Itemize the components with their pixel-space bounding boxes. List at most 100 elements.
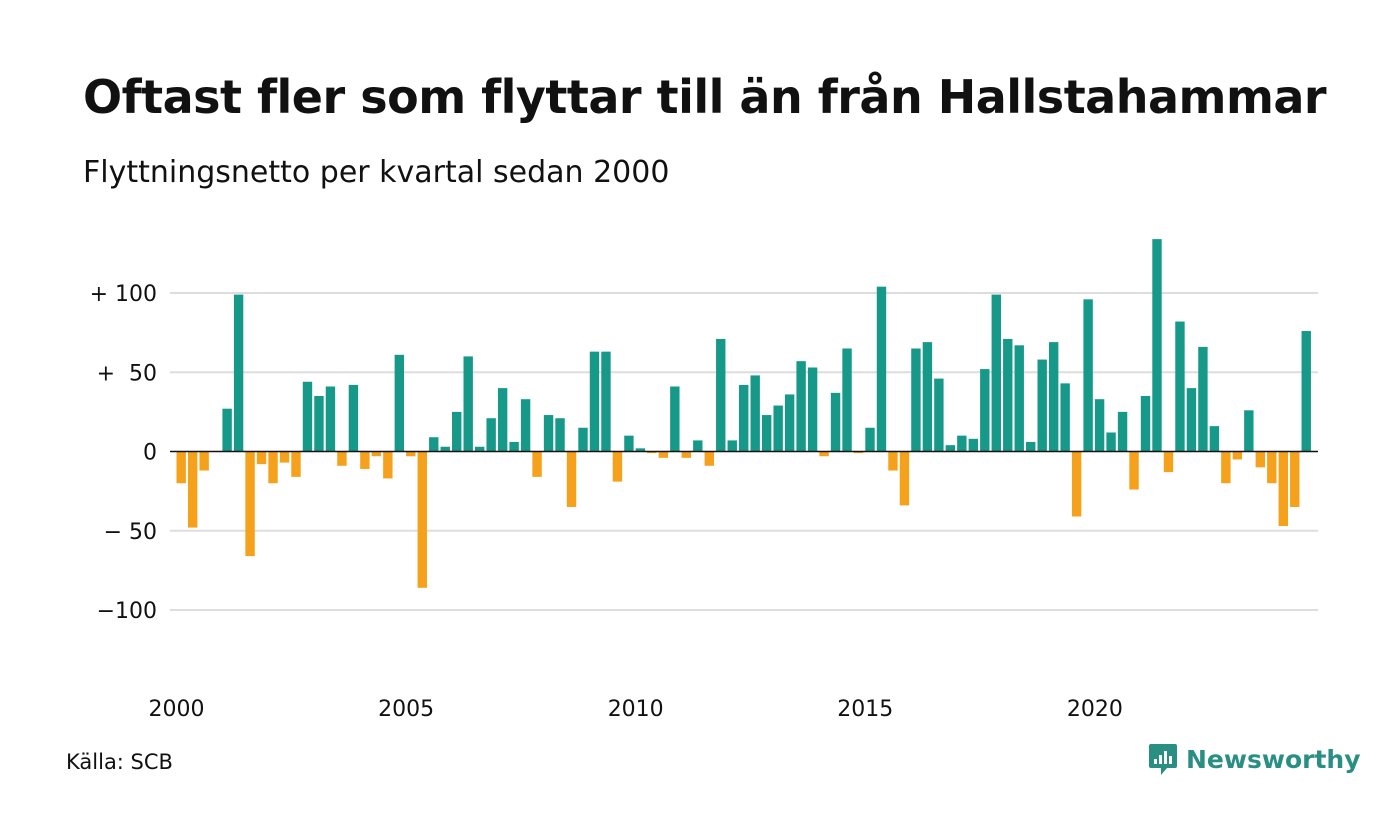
bar (578, 427, 588, 452)
bar (302, 381, 313, 452)
bar (532, 451, 542, 477)
bar (371, 451, 382, 457)
bar (233, 294, 244, 452)
bar (1106, 432, 1116, 452)
bar (268, 451, 278, 484)
bar (991, 294, 1001, 452)
bar (1048, 342, 1059, 452)
bar (647, 451, 657, 454)
bar (1221, 451, 1231, 484)
bar (796, 361, 806, 452)
bar (1278, 451, 1288, 526)
bar (256, 451, 267, 465)
bar (899, 451, 910, 506)
bar (1175, 321, 1185, 452)
bar (658, 451, 669, 458)
bar (1117, 411, 1128, 452)
bar (1290, 451, 1300, 507)
bar (187, 451, 198, 528)
bar (1003, 338, 1013, 452)
bar (727, 440, 737, 452)
bar (1198, 346, 1208, 452)
x-tick-label: 2010 (608, 697, 664, 722)
bar (348, 384, 359, 452)
bar (199, 451, 209, 471)
bar (945, 445, 956, 452)
bar (325, 386, 336, 452)
bar (1026, 441, 1036, 452)
bar (819, 451, 829, 457)
bar (1152, 239, 1162, 452)
bar (520, 399, 531, 452)
bar (452, 411, 462, 452)
bar (635, 448, 646, 452)
bar (1244, 410, 1254, 452)
bar (429, 437, 439, 452)
bar (337, 451, 347, 466)
bar (543, 415, 554, 452)
x-tick-label: 2000 (149, 697, 205, 722)
bar (1209, 426, 1220, 452)
bar (1014, 345, 1024, 452)
bar (1094, 399, 1105, 452)
bar (716, 338, 726, 452)
y-tick-label: − 50 (104, 520, 157, 545)
bar (1140, 396, 1151, 452)
bar (830, 392, 841, 452)
bar (245, 451, 255, 557)
bar (922, 342, 933, 452)
bar (842, 348, 852, 452)
bar (440, 446, 450, 452)
y-tick-label: + 100 (90, 282, 157, 307)
bar (853, 451, 864, 454)
bar (888, 451, 898, 471)
bar (291, 451, 301, 477)
bar (589, 351, 600, 452)
bar (968, 438, 979, 452)
bar (360, 451, 370, 469)
chart-subtitle: Flyttningsnetto per kvartal sedan 2000 (83, 155, 670, 190)
bar (980, 369, 990, 452)
y-tick-label: + 50 (97, 361, 157, 386)
x-tick-label: 2015 (837, 697, 893, 722)
bar (773, 405, 783, 452)
bar (957, 435, 967, 452)
bar (807, 367, 818, 452)
bar (1037, 359, 1047, 452)
bar (601, 351, 611, 452)
bar (624, 435, 634, 452)
bar (704, 451, 714, 466)
bar (739, 384, 749, 452)
bar (1083, 299, 1093, 452)
bar (474, 446, 485, 452)
brand-name: Newsworthy (1186, 744, 1361, 774)
bar (876, 286, 887, 452)
y-tick-label: −100 (97, 599, 157, 624)
bar (1255, 451, 1266, 468)
bar (681, 451, 692, 458)
x-tick-label: 2005 (378, 697, 434, 722)
bar (509, 441, 519, 452)
bar (1071, 451, 1082, 517)
grid-lines (170, 292, 1318, 611)
bar (176, 451, 186, 484)
newsworthy-logo: Newsworthy (1148, 742, 1361, 776)
bar (750, 375, 760, 452)
bar (1060, 383, 1070, 452)
bar (497, 388, 508, 452)
bar (1163, 451, 1174, 473)
bar (463, 356, 473, 452)
bar (486, 418, 496, 452)
chart-title: Oftast fler som flyttar till än från Hal… (83, 70, 1327, 124)
bar (314, 396, 324, 452)
bar (383, 451, 393, 479)
bar (394, 354, 405, 452)
y-axis-labels: + 100 + 50 0 − 50 −100 (90, 282, 157, 624)
bar (555, 418, 565, 452)
bar (566, 451, 577, 507)
bar (406, 451, 416, 457)
bar (417, 451, 427, 588)
newsworthy-chat-chart-icon (1149, 744, 1177, 775)
x-tick-label: 2020 (1067, 697, 1123, 722)
